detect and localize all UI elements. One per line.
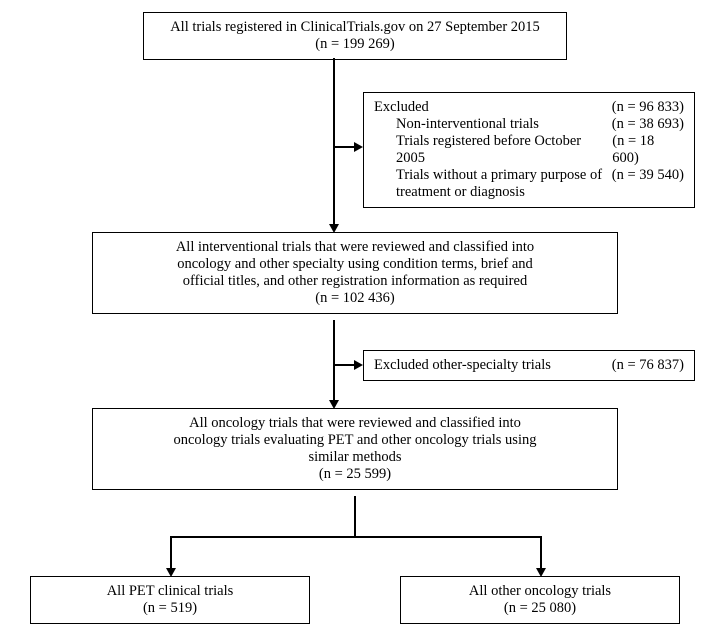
node-text: similar methods [103, 449, 607, 466]
excluded-item-n: (n = 38 693) [612, 116, 684, 133]
node-excluded-1: Excluded (n = 96 833) Non-interventional… [363, 92, 695, 208]
excluded-item-label: Trials without a primary purpose of trea… [396, 167, 604, 201]
connector-line [170, 536, 541, 538]
connector-line [354, 496, 356, 536]
connector-line [334, 146, 355, 148]
arrow-down-icon [166, 568, 176, 577]
node-interventional-trials: All interventional trials that were revi… [92, 232, 618, 314]
arrow-down-icon [329, 400, 339, 409]
node-all-trials: All trials registered in ClinicalTrials.… [143, 12, 567, 60]
node-count: (n = 519) [41, 600, 299, 617]
node-count: (n = 25 599) [103, 466, 607, 483]
excluded-item-n: (n = 18 600) [612, 133, 684, 167]
node-count: (n = 199 269) [154, 36, 556, 53]
node-text: All other oncology trials [411, 583, 669, 600]
connector-line [333, 320, 335, 400]
arrow-down-icon [329, 224, 339, 233]
excluded-n: (n = 76 837) [612, 357, 684, 374]
node-oncology-trials: All oncology trials that were reviewed a… [92, 408, 618, 490]
node-pet-trials: All PET clinical trials (n = 519) [30, 576, 310, 624]
node-text: All oncology trials that were reviewed a… [103, 415, 607, 432]
node-other-oncology-trials: All other oncology trials (n = 25 080) [400, 576, 680, 624]
node-text: oncology trials evaluating PET and other… [103, 432, 607, 449]
node-text: All trials registered in ClinicalTrials.… [154, 19, 556, 36]
excluded-header-n: (n = 96 833) [612, 99, 684, 116]
connector-line [540, 536, 542, 568]
node-count: (n = 25 080) [411, 600, 669, 617]
node-text: All interventional trials that were revi… [103, 239, 607, 256]
node-count: (n = 102 436) [103, 290, 607, 307]
node-text: official titles, and other registration … [103, 273, 607, 290]
excluded-item-label: Non-interventional trials [396, 116, 539, 133]
node-text: All PET clinical trials [41, 583, 299, 600]
excluded-label: Excluded other-specialty trials [374, 357, 551, 374]
connector-line [170, 536, 172, 568]
connector-line [334, 364, 355, 366]
excluded-header-label: Excluded [374, 99, 429, 116]
node-excluded-2: Excluded other-specialty trials (n = 76 … [363, 350, 695, 381]
arrow-right-icon [354, 142, 363, 152]
connector-line [333, 58, 335, 224]
arrow-down-icon [536, 568, 546, 577]
excluded-item-n: (n = 39 540) [612, 167, 684, 184]
excluded-item-label: Trials registered before October 2005 [396, 133, 612, 167]
node-text: oncology and other specialty using condi… [103, 256, 607, 273]
arrow-right-icon [354, 360, 363, 370]
